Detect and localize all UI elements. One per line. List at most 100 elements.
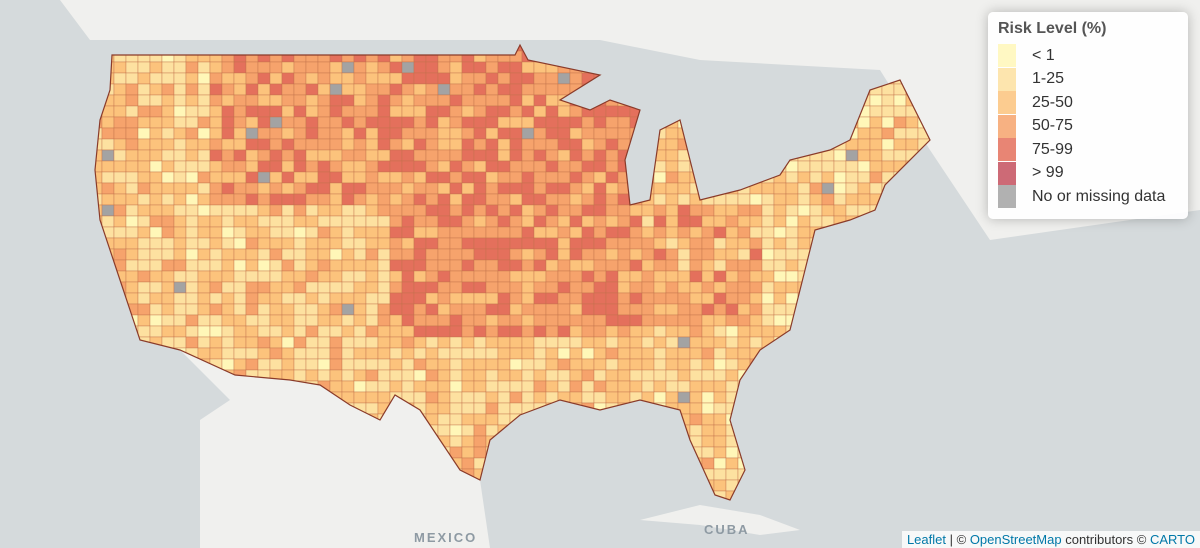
county[interactable]: [929, 479, 942, 492]
county[interactable]: [713, 270, 727, 283]
county[interactable]: [101, 303, 115, 316]
county[interactable]: [749, 160, 763, 173]
county[interactable]: [845, 149, 859, 162]
county[interactable]: [521, 314, 535, 327]
county[interactable]: [90, 138, 103, 151]
county[interactable]: [473, 138, 487, 151]
county[interactable]: [749, 435, 763, 448]
county[interactable]: [437, 248, 451, 261]
county[interactable]: [929, 204, 942, 217]
county[interactable]: [161, 50, 175, 63]
county[interactable]: [773, 380, 787, 393]
county[interactable]: [209, 292, 223, 305]
county[interactable]: [917, 369, 930, 382]
county[interactable]: [845, 171, 859, 184]
county[interactable]: [533, 50, 547, 63]
county[interactable]: [581, 314, 595, 327]
county[interactable]: [677, 72, 691, 85]
county[interactable]: [545, 116, 559, 129]
county[interactable]: [653, 83, 667, 96]
county[interactable]: [149, 105, 163, 118]
county[interactable]: [677, 259, 691, 272]
county[interactable]: [869, 479, 883, 492]
county[interactable]: [221, 226, 235, 239]
county[interactable]: [761, 182, 775, 195]
county[interactable]: [677, 237, 691, 250]
county[interactable]: [185, 380, 199, 393]
county[interactable]: [425, 105, 439, 118]
county[interactable]: [917, 325, 930, 338]
county[interactable]: [305, 138, 319, 151]
county[interactable]: [545, 138, 559, 151]
county[interactable]: [749, 138, 763, 151]
county[interactable]: [929, 391, 942, 404]
county[interactable]: [521, 138, 535, 151]
county[interactable]: [737, 490, 751, 502]
county[interactable]: [785, 347, 799, 360]
county[interactable]: [461, 435, 475, 448]
county[interactable]: [233, 237, 247, 250]
county[interactable]: [437, 358, 451, 371]
county[interactable]: [365, 336, 379, 349]
county[interactable]: [257, 259, 271, 272]
county[interactable]: [209, 160, 223, 173]
county[interactable]: [353, 182, 367, 195]
county[interactable]: [893, 314, 907, 327]
county[interactable]: [809, 259, 823, 272]
county[interactable]: [149, 171, 163, 184]
county[interactable]: [749, 105, 763, 118]
county[interactable]: [245, 303, 259, 316]
county[interactable]: [161, 226, 175, 239]
county[interactable]: [149, 61, 163, 74]
county[interactable]: [173, 237, 187, 250]
county[interactable]: [905, 314, 919, 327]
county[interactable]: [497, 369, 511, 382]
county[interactable]: [137, 325, 151, 338]
county[interactable]: [569, 325, 583, 338]
county[interactable]: [761, 160, 775, 173]
county[interactable]: [389, 72, 403, 85]
county[interactable]: [149, 270, 163, 283]
county[interactable]: [581, 259, 595, 272]
county[interactable]: [653, 72, 667, 85]
county[interactable]: [617, 369, 631, 382]
county[interactable]: [449, 281, 463, 294]
county[interactable]: [665, 138, 679, 151]
county[interactable]: [653, 105, 667, 118]
county[interactable]: [473, 83, 487, 96]
county[interactable]: [449, 138, 463, 151]
county[interactable]: [305, 105, 319, 118]
county[interactable]: [869, 292, 883, 305]
county[interactable]: [521, 391, 535, 404]
county[interactable]: [545, 193, 559, 206]
county[interactable]: [221, 83, 235, 96]
county[interactable]: [845, 391, 859, 404]
county[interactable]: [713, 424, 727, 437]
county[interactable]: [665, 94, 679, 107]
county[interactable]: [521, 424, 535, 437]
county[interactable]: [773, 457, 787, 470]
county[interactable]: [677, 160, 691, 173]
county[interactable]: [485, 160, 499, 173]
county[interactable]: [713, 248, 727, 261]
county[interactable]: [869, 435, 883, 448]
county[interactable]: [257, 160, 271, 173]
county[interactable]: [533, 281, 547, 294]
county[interactable]: [833, 171, 847, 184]
county[interactable]: [125, 215, 139, 228]
county[interactable]: [149, 215, 163, 228]
county[interactable]: [534, 502, 546, 513]
county[interactable]: [893, 479, 907, 492]
county[interactable]: [833, 281, 847, 294]
county[interactable]: [509, 468, 523, 481]
county[interactable]: [725, 325, 739, 338]
county[interactable]: [605, 193, 619, 206]
county[interactable]: [90, 424, 103, 437]
county[interactable]: [401, 116, 415, 129]
county[interactable]: [605, 116, 619, 129]
county[interactable]: [197, 215, 211, 228]
county[interactable]: [773, 358, 787, 371]
county[interactable]: [497, 182, 511, 195]
county[interactable]: [521, 40, 535, 52]
county[interactable]: [425, 94, 439, 107]
